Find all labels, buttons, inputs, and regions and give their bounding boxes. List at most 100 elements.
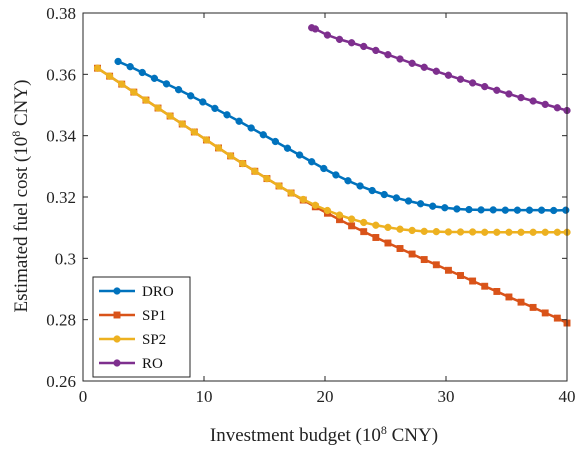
- data-point-sp2: [202, 136, 211, 144]
- data-point-sp2: [142, 96, 150, 104]
- data-point-sp2: [130, 88, 138, 96]
- data-point-dro: [513, 206, 522, 214]
- data-point-dro: [187, 92, 195, 100]
- data-point-sp2: [493, 228, 501, 236]
- data-point-dro: [537, 206, 546, 214]
- data-point-sp1: [481, 282, 489, 290]
- legend-item-dro: DRO: [99, 284, 174, 300]
- data-point-dro: [174, 86, 183, 94]
- data-point-dro: [416, 200, 425, 208]
- data-point-ro: [396, 55, 404, 63]
- data-point-ro: [372, 46, 380, 55]
- data-point-sp1: [348, 222, 356, 230]
- data-point-sp2: [166, 112, 174, 120]
- series-ro: [308, 24, 571, 115]
- legend-marker-ro: [113, 359, 121, 367]
- data-point-sp2: [323, 206, 332, 215]
- data-point-dro: [126, 63, 134, 71]
- data-point-ro: [384, 51, 392, 59]
- data-point-sp1: [360, 228, 368, 236]
- data-point-sp2: [372, 221, 380, 229]
- series-dro: [114, 57, 570, 215]
- y-tick-label: 0.32: [46, 188, 76, 207]
- data-point-sp2: [505, 228, 513, 236]
- data-point-dro: [308, 158, 316, 166]
- data-point-sp2: [275, 182, 283, 190]
- data-point-dro: [562, 206, 570, 214]
- y-tick-label: 0.36: [46, 65, 76, 84]
- data-point-sp2: [118, 80, 126, 88]
- legend-marker-sp2: [113, 335, 121, 343]
- data-point-ro: [541, 100, 549, 109]
- data-point-dro: [344, 177, 352, 185]
- data-point-sp2: [456, 228, 465, 236]
- data-point-sp1: [384, 239, 392, 247]
- x-tick-label: 30: [438, 387, 455, 406]
- data-point-dro: [162, 80, 171, 88]
- data-point-dro: [199, 98, 207, 106]
- x-tick-label: 20: [317, 387, 334, 406]
- data-point-sp2: [299, 195, 307, 204]
- data-point-dro: [453, 205, 461, 213]
- data-point-dro: [380, 190, 388, 199]
- y-tick-label: 0.3: [55, 249, 76, 268]
- data-point-sp1: [396, 245, 404, 252]
- data-point-dro: [368, 186, 376, 195]
- axis-ticks: 0 10 20 30 40 0.26 0.28 0.3 0.32 0.34 0.36 0.38: [46, 4, 575, 406]
- y-tick-label: 0.38: [46, 4, 76, 23]
- y-tick-label: 0.28: [46, 311, 76, 330]
- data-point-sp1: [505, 293, 513, 301]
- data-point-sp2: [178, 120, 186, 128]
- legend-item-sp1: SP1: [99, 308, 166, 324]
- data-point-dro: [235, 117, 243, 125]
- data-point-ro: [481, 82, 489, 91]
- data-point-dro: [465, 205, 473, 214]
- data-point-dro: [320, 164, 328, 173]
- legend-label-sp1: SP1: [142, 308, 166, 324]
- data-point-ro: [553, 104, 561, 112]
- data-point-sp1: [420, 256, 428, 264]
- data-point-sp1: [408, 250, 416, 258]
- legend-item-ro: RO: [99, 356, 163, 372]
- series-line-sp2: [96, 67, 567, 234]
- y-axis-title: Estimated fuel cost (108 CNY): [9, 80, 32, 313]
- data-point-sp2: [226, 152, 235, 160]
- data-point-dro: [429, 202, 437, 210]
- data-point-sp2: [360, 218, 368, 227]
- data-point-ro: [529, 97, 537, 105]
- data-point-sp2: [347, 215, 356, 223]
- data-point-sp2: [481, 228, 489, 236]
- data-point-sp2: [408, 226, 416, 235]
- data-point-dro: [404, 197, 413, 205]
- data-point-dro: [247, 124, 255, 132]
- data-point-ro: [432, 67, 440, 75]
- y-tick-label: 0.34: [46, 127, 76, 146]
- data-point-sp2: [468, 228, 477, 236]
- data-point-ro: [323, 31, 332, 39]
- data-point-sp2: [517, 228, 525, 236]
- data-point-sp2: [432, 228, 440, 236]
- data-point-dro: [150, 74, 159, 82]
- data-point-dro: [441, 204, 449, 212]
- data-point-dro: [550, 206, 558, 215]
- legend-box: [92, 276, 191, 378]
- data-point-dro: [223, 111, 231, 119]
- x-axis-title: Investment budget (108 CNY): [210, 423, 438, 446]
- data-point-ro: [408, 59, 416, 67]
- legend-marker-sp1: [113, 311, 121, 319]
- data-point-sp2: [263, 174, 271, 183]
- data-point-dro: [332, 171, 340, 179]
- data-point-ro: [517, 93, 525, 102]
- data-point-dro: [477, 206, 485, 214]
- data-point-dro: [283, 144, 292, 152]
- legend-item-sp2: SP2: [99, 332, 166, 348]
- data-point-sp2: [154, 104, 162, 112]
- legend-label-sp2: SP2: [142, 332, 166, 348]
- x-tick-label: 40: [559, 387, 576, 406]
- data-point-sp1: [553, 314, 561, 322]
- data-point-sp1: [517, 298, 525, 306]
- legend-marker-dro: [113, 287, 121, 295]
- data-point-dro: [356, 182, 364, 190]
- data-point-sp2: [335, 211, 344, 219]
- data-point-ro: [444, 71, 453, 79]
